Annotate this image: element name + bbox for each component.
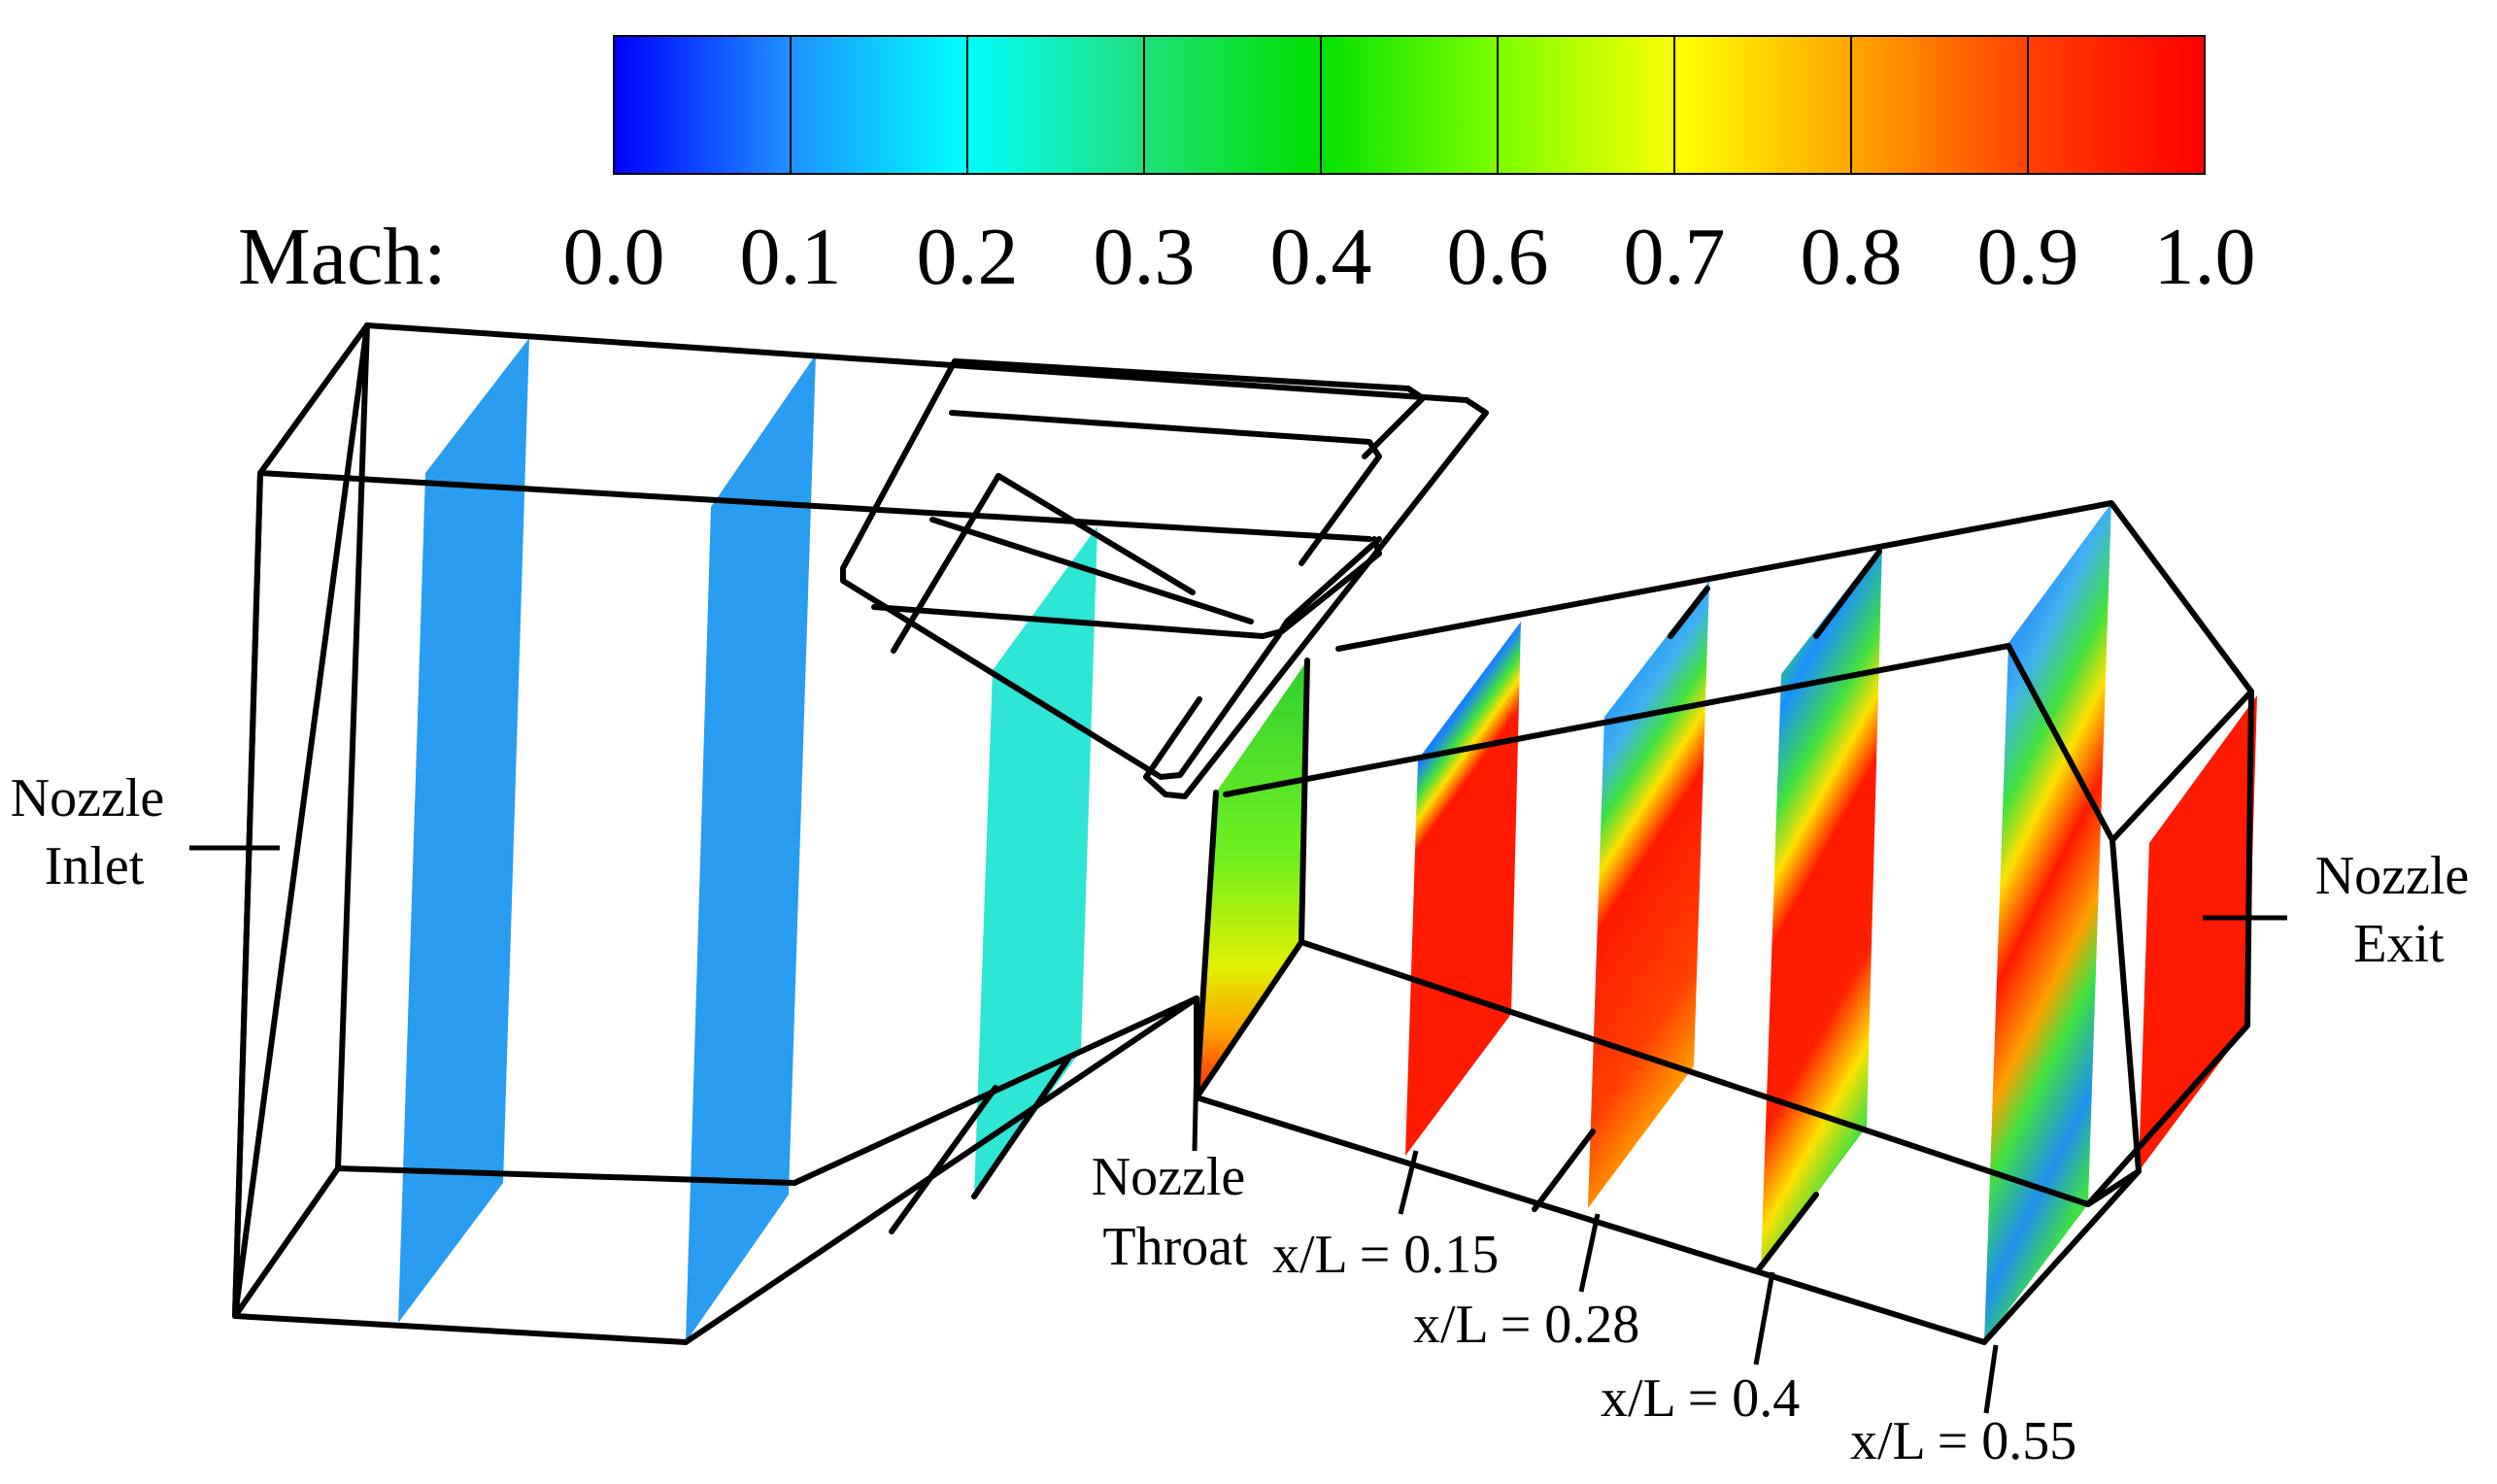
station-label-055: x/L = 0.55	[1850, 1411, 2076, 1471]
colorbar: Mach: 0.0 0.1 0.2 0.3 0.4 0.6 0.7 0.8 0.…	[238, 35, 2256, 302]
nozzle-throat-label-line1: Nozzle	[1092, 1147, 1246, 1207]
nozzle-inlet-label-line2: Inlet	[45, 836, 145, 896]
nozzle-inlet-label-line1: Nozzle	[11, 768, 165, 828]
colorbar-tick-labels: 0.0 0.1 0.2 0.3 0.4 0.6 0.7 0.8 0.9 1.0	[563, 212, 2256, 302]
station-slice-028	[1588, 581, 1709, 1208]
nozzle-exit-label: Nozzle Exit	[2315, 846, 2483, 974]
station-label-04: x/L = 0.4	[1601, 1368, 1800, 1429]
colorbar-tick: 0.8	[1801, 212, 1903, 302]
colorbar-variable-label: Mach:	[238, 212, 447, 302]
colorbar-tick: 0.7	[1624, 212, 1726, 302]
inlet-slice-1	[398, 338, 529, 1323]
nozzle-inlet-label: Nozzle Inlet	[11, 768, 179, 896]
nozzle-throat-leader	[1192, 1058, 1199, 1152]
colorbar-tick: 0.9	[1977, 212, 2079, 302]
colorbar-tick: 0.3	[1094, 212, 1196, 302]
inlet-slice-2	[686, 354, 816, 1342]
mach-slices	[398, 338, 2257, 1342]
station-leader-028	[1578, 1213, 1601, 1293]
station-slice-04	[1761, 544, 1882, 1268]
station-slice-055	[1984, 503, 2111, 1342]
colorbar-tick: 0.0	[563, 212, 665, 302]
colorbar-tick: 0.1	[740, 212, 842, 302]
nozzle-exit-label-line2: Exit	[2353, 914, 2445, 974]
colorbar-tick: 0.4	[1270, 212, 1372, 302]
station-label-028: x/L = 0.28	[1413, 1295, 1639, 1355]
nozzle-throat-label: Nozzle Throat	[1092, 1147, 1260, 1277]
throat-slice	[1197, 660, 1307, 1097]
colorbar-tick: 0.6	[1447, 212, 1549, 302]
station-leader-055	[1983, 1344, 1999, 1414]
colorbar-gradient	[613, 35, 2206, 175]
nozzle-wireframe	[232, 322, 2254, 1345]
annotations: Nozzle Inlet Nozzle Exit Nozzle Throat x…	[11, 768, 2483, 1471]
nozzle-throat-label-line2: Throat	[1102, 1217, 1248, 1277]
exit-slice	[2139, 695, 2257, 1171]
colorbar-dividers	[790, 36, 2029, 174]
converging-slice	[974, 526, 1097, 1197]
station-slice-015	[1405, 622, 1521, 1156]
station-leader-04	[1753, 1271, 1775, 1366]
station-label-015: x/L = 0.15	[1272, 1225, 1499, 1285]
station-leader-015	[1398, 1150, 1419, 1215]
colorbar-tick: 0.2	[917, 212, 1019, 302]
colorbar-tick: 1.0	[2154, 212, 2256, 302]
nozzle-exit-label-line1: Nozzle	[2315, 846, 2470, 906]
